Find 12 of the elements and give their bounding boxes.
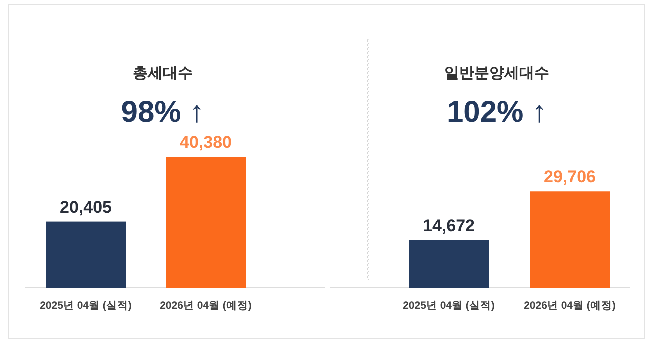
text: 98% ↑ (121, 96, 205, 129)
x-tick-label: 2025년 04월 (실적) (40, 300, 132, 312)
x-tick-label: 2025년 04월 (실적) (403, 300, 495, 312)
text: 102% ↑ (446, 96, 548, 129)
data-label: 14,672 (423, 216, 475, 236)
chart-title: 총세대수 (133, 65, 193, 82)
chart-title: 일반분양세대수 (444, 65, 550, 82)
data-label: 40,380 (180, 133, 232, 152)
x-tick-label: 2026년 04월 (예정) (524, 300, 616, 312)
data-label: 29,706 (544, 168, 596, 187)
x-tick-label: 2026년 04월 (예정) (160, 300, 252, 312)
data-label: 20,405 (60, 198, 112, 217)
